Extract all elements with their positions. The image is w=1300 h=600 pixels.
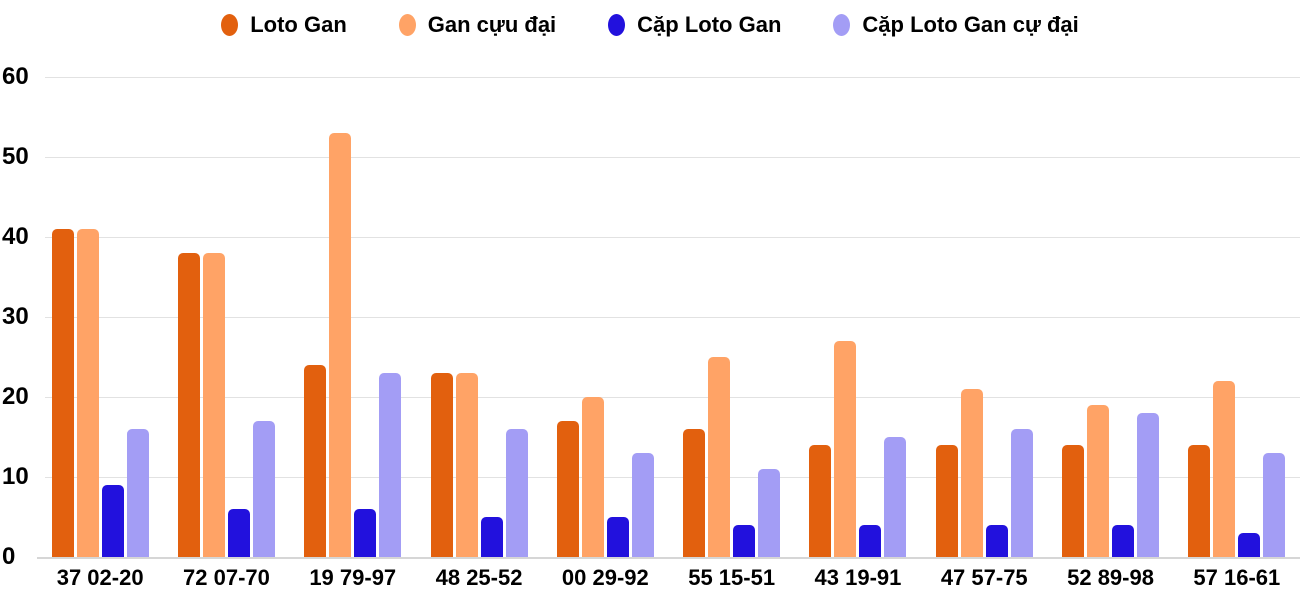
legend-marker-icon	[398, 14, 416, 36]
bar[interactable]	[1188, 445, 1211, 557]
legend-item-3[interactable]: Cặp Loto Gan cự đại	[833, 12, 1079, 38]
x-axis-label: 43 19-91	[814, 565, 902, 590]
bar[interactable]	[960, 389, 983, 557]
y-tick-label: 20	[2, 383, 29, 410]
legend-marker-icon	[221, 14, 239, 36]
bar[interactable]	[227, 509, 250, 557]
bar[interactable]	[126, 429, 149, 557]
bar[interactable]	[708, 357, 731, 557]
bar[interactable]	[683, 429, 706, 557]
y-tick-label: 0	[2, 543, 16, 570]
legend-marker-icon	[833, 14, 851, 36]
legend-label: Gan cựu đại	[427, 12, 557, 37]
bar[interactable]	[556, 421, 579, 557]
legend-item-1[interactable]: Gan cựu đại	[398, 12, 557, 38]
bar[interactable]	[430, 373, 453, 557]
y-tick-label: 40	[2, 223, 29, 250]
bar[interactable]	[505, 429, 528, 557]
bar[interactable]	[1137, 413, 1160, 557]
bar[interactable]	[1062, 445, 1085, 557]
y-tick-label: 60	[2, 63, 29, 90]
bar-group-9	[1174, 77, 1300, 557]
bar[interactable]	[581, 397, 604, 557]
bar[interactable]	[859, 525, 882, 557]
gridline	[45, 397, 1300, 398]
bar-group-8	[1047, 77, 1173, 557]
x-axis-label: 19 79-97	[309, 565, 397, 590]
bar-group-3	[416, 77, 542, 557]
bar-group-4	[542, 77, 668, 557]
bar[interactable]	[985, 525, 1008, 557]
legend-label: Cặp Loto Gan	[637, 12, 782, 37]
bar[interactable]	[101, 485, 124, 557]
x-axis-label: 72 07-70	[183, 565, 270, 590]
x-axis-label: 57 16-61	[1193, 565, 1281, 590]
gridline	[45, 477, 1300, 478]
legend-label: Cặp Loto Gan cự đại	[862, 12, 1079, 37]
y-tick-label: 50	[2, 143, 29, 170]
bar[interactable]	[1010, 429, 1033, 557]
bar[interactable]	[379, 373, 402, 557]
bar[interactable]	[834, 341, 857, 557]
y-tick-label: 10	[2, 463, 29, 490]
bar[interactable]	[1112, 525, 1135, 557]
bar[interactable]	[1263, 453, 1286, 557]
x-axis-label: 47 57-75	[940, 565, 1028, 590]
gridline	[45, 317, 1300, 318]
x-axis-label: 52 89-98	[1067, 565, 1154, 590]
chart-legend: Loto Gan Gan cựu đại Cặp Loto Gan Cặp Loto …	[0, 6, 1300, 44]
bar[interactable]	[252, 421, 275, 557]
bar[interactable]	[758, 469, 781, 557]
bar[interactable]	[1238, 533, 1261, 557]
gridline	[45, 77, 1300, 78]
bar[interactable]	[304, 365, 327, 557]
legend-item-0[interactable]: Loto Gan	[221, 12, 347, 38]
bar[interactable]	[606, 517, 629, 557]
bar-group-0	[37, 77, 163, 557]
x-axis-label: 48 25-52	[435, 565, 523, 590]
gridline	[45, 157, 1300, 158]
x-axis-label: 37 02-20	[56, 565, 144, 590]
bar[interactable]	[733, 525, 756, 557]
bar-group-7	[921, 77, 1047, 557]
x-axis-label: 00 29-92	[561, 565, 649, 590]
bar[interactable]	[455, 373, 478, 557]
bar[interactable]	[177, 253, 200, 557]
gridline	[45, 237, 1300, 238]
bar-group-2	[290, 77, 416, 557]
bar[interactable]	[809, 445, 832, 557]
y-tick-label: 30	[2, 303, 29, 330]
bar-group-6	[795, 77, 921, 557]
legend-marker-icon	[608, 14, 626, 36]
bar[interactable]	[329, 133, 352, 557]
bar[interactable]	[631, 453, 654, 557]
bar[interactable]	[1087, 405, 1110, 557]
bar[interactable]	[935, 445, 958, 557]
bar-group-5	[669, 77, 795, 557]
bar[interactable]	[202, 253, 225, 557]
bar[interactable]	[480, 517, 503, 557]
bar-group-1	[163, 77, 289, 557]
bar[interactable]	[51, 229, 74, 557]
bar[interactable]	[354, 509, 377, 557]
legend-label: Loto Gan	[250, 12, 347, 37]
bar[interactable]	[76, 229, 99, 557]
x-axis-line	[37, 557, 1300, 559]
bar[interactable]	[884, 437, 907, 557]
bar[interactable]	[1213, 381, 1236, 557]
legend-item-2[interactable]: Cặp Loto Gan	[608, 12, 781, 38]
x-axis-label: 55 15-51	[688, 565, 776, 590]
